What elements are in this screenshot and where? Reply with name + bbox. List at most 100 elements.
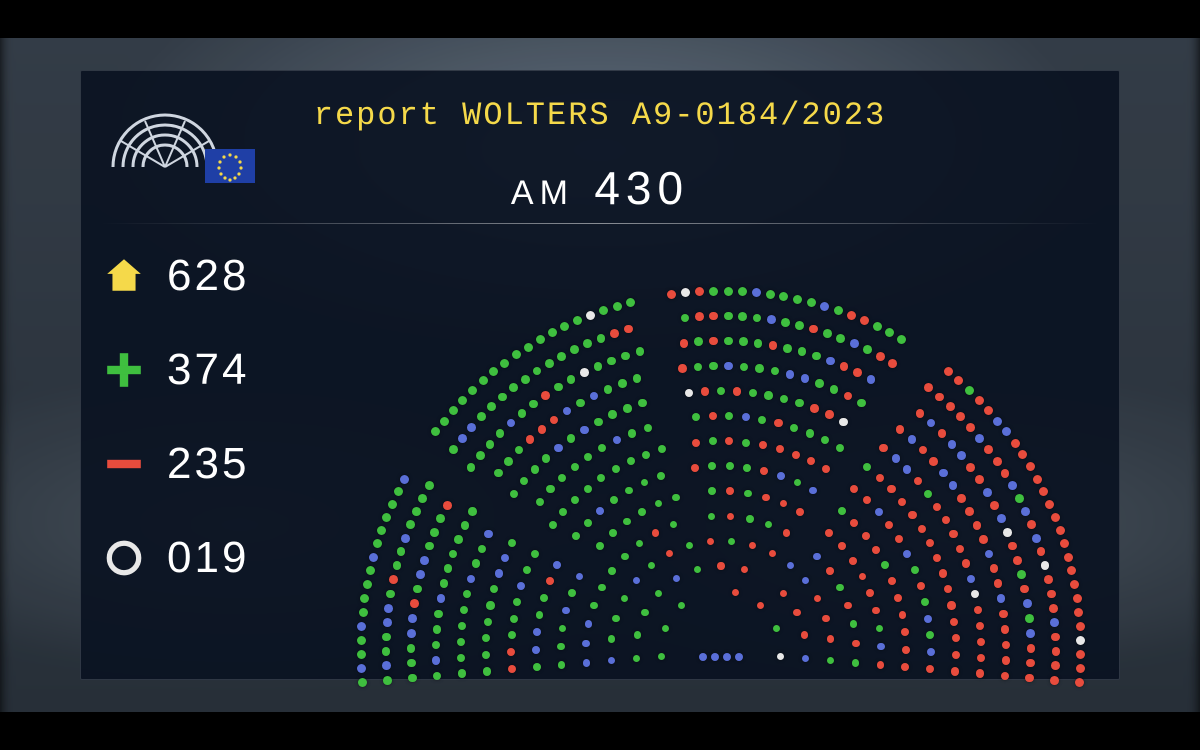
seat-dot bbox=[994, 579, 1003, 588]
seat-dot bbox=[433, 625, 442, 634]
seat-dot bbox=[554, 444, 562, 452]
seat-dot bbox=[357, 622, 366, 631]
seat-dot bbox=[872, 607, 880, 615]
seat-dot bbox=[927, 648, 935, 656]
seat-dot bbox=[598, 584, 606, 592]
seat-dot bbox=[408, 674, 417, 683]
seat-dot bbox=[495, 569, 503, 577]
seat-dot bbox=[467, 423, 476, 432]
seat-dot bbox=[623, 404, 631, 412]
seat-dot bbox=[655, 500, 663, 508]
seat-dot bbox=[708, 462, 716, 470]
seat-dot bbox=[1052, 647, 1061, 656]
seat-dot bbox=[1008, 542, 1017, 551]
seat-dot bbox=[521, 375, 530, 384]
seat-dot bbox=[786, 370, 795, 379]
seat-dot bbox=[585, 620, 593, 628]
seat-dot bbox=[965, 386, 974, 395]
seat-dot bbox=[628, 429, 636, 437]
seat-dot bbox=[457, 654, 465, 662]
seat-dot bbox=[739, 337, 748, 346]
seat-dot bbox=[850, 519, 858, 527]
seat-dot bbox=[779, 292, 788, 301]
seat-dot bbox=[898, 498, 906, 506]
seat-dot bbox=[947, 601, 955, 609]
seat-dot bbox=[973, 521, 982, 530]
seat-dot bbox=[496, 429, 505, 438]
seat-dot bbox=[607, 357, 616, 366]
seat-dot bbox=[766, 290, 775, 299]
seat-dot bbox=[949, 530, 957, 538]
seat-dot bbox=[814, 595, 821, 602]
seat-dot bbox=[795, 399, 803, 407]
seat-dot bbox=[608, 567, 616, 575]
seat-dot bbox=[879, 444, 887, 452]
seat-dot bbox=[529, 400, 538, 409]
seat-dot bbox=[482, 651, 490, 659]
seat-dot bbox=[584, 485, 592, 493]
seat-dot bbox=[885, 521, 893, 529]
seat-dot bbox=[844, 602, 852, 610]
seat-dot bbox=[780, 395, 788, 403]
seat-dot bbox=[888, 577, 896, 585]
seat-dot bbox=[976, 669, 984, 677]
seat-dot bbox=[694, 566, 701, 573]
seat-dot bbox=[793, 295, 802, 304]
seat-dot bbox=[612, 615, 619, 622]
seat-dot bbox=[921, 598, 929, 606]
seat-dot bbox=[796, 508, 804, 516]
seat-dot bbox=[517, 582, 525, 590]
seat-dot bbox=[557, 643, 565, 651]
seat-dot bbox=[1001, 672, 1010, 681]
seat-dot bbox=[432, 656, 441, 665]
seat-dot bbox=[670, 521, 678, 529]
seat-dot bbox=[966, 423, 975, 432]
seat-dot bbox=[576, 573, 584, 581]
seat-dot bbox=[457, 638, 465, 646]
seat-dot bbox=[550, 416, 559, 425]
seat-dot bbox=[397, 547, 406, 556]
seat-dot bbox=[971, 590, 979, 598]
seat-dot bbox=[500, 359, 509, 368]
minus-icon bbox=[103, 443, 145, 485]
seat-dot bbox=[801, 631, 808, 638]
seat-dot bbox=[621, 595, 628, 602]
seat-dot bbox=[810, 404, 818, 412]
seat-dot bbox=[1047, 590, 1056, 599]
seat-dot bbox=[484, 530, 492, 538]
tally-abstain-value: 019 bbox=[167, 533, 249, 583]
seat-dot bbox=[975, 434, 984, 443]
seat-dot bbox=[576, 399, 585, 408]
seat-dot bbox=[838, 542, 846, 550]
seat-dot bbox=[515, 446, 524, 455]
seat-dot bbox=[825, 410, 833, 418]
seat-dot bbox=[536, 335, 545, 344]
seat-dot bbox=[358, 678, 367, 687]
seat-dot bbox=[760, 467, 768, 475]
seat-dot bbox=[608, 635, 615, 642]
seat-dot bbox=[570, 345, 579, 354]
seat-dot bbox=[573, 316, 582, 325]
seat-dot bbox=[753, 314, 762, 323]
seat-dot bbox=[806, 429, 814, 437]
seat-dot bbox=[916, 409, 925, 418]
seat-dot bbox=[610, 496, 618, 504]
seat-dot bbox=[735, 653, 743, 661]
seat-dot bbox=[726, 487, 734, 495]
seat-dot bbox=[658, 653, 665, 660]
seat-dot bbox=[1026, 629, 1035, 638]
seat-dot bbox=[520, 477, 528, 485]
seat-dot bbox=[822, 615, 829, 622]
seat-dot bbox=[608, 410, 616, 418]
seat-dot bbox=[732, 589, 739, 596]
seat-dot bbox=[709, 362, 718, 371]
seat-dot bbox=[790, 424, 798, 432]
seat-dot bbox=[774, 419, 782, 427]
seat-dot bbox=[559, 625, 567, 633]
seat-dot bbox=[357, 664, 366, 673]
seat-dot bbox=[777, 472, 785, 480]
seat-dot bbox=[1020, 585, 1029, 594]
seat-dot bbox=[408, 614, 417, 623]
seat-dot bbox=[542, 454, 550, 462]
seat-dot bbox=[956, 412, 965, 421]
